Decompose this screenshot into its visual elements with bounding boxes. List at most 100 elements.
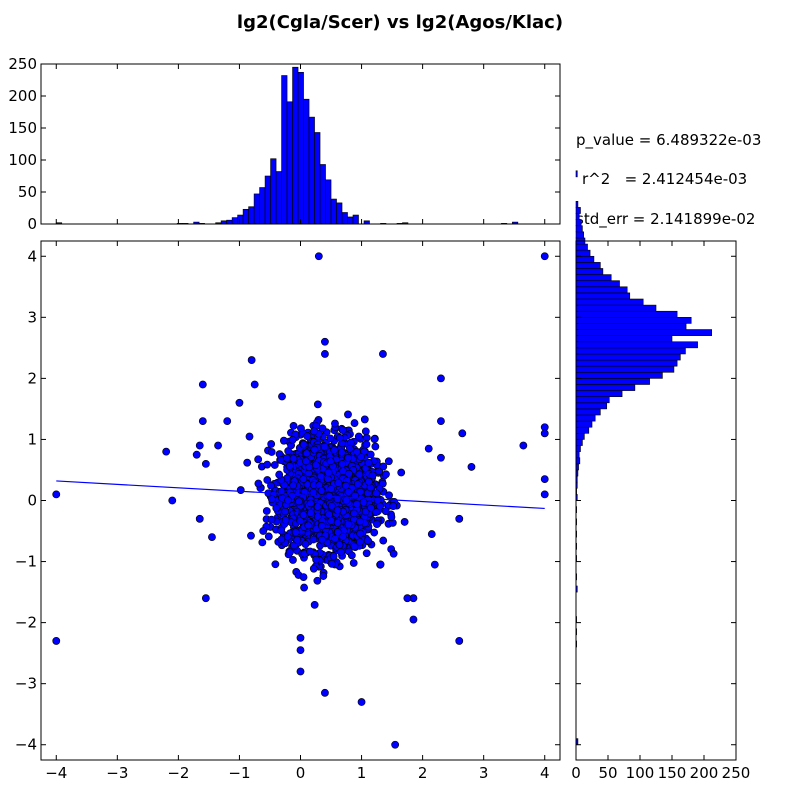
right-hist-bar	[575, 170, 578, 178]
top-hist-bar	[330, 198, 337, 225]
scatter-point	[286, 462, 294, 470]
right-hist-bar	[575, 262, 601, 269]
top-hist-y-tick-label: 0	[27, 215, 37, 233]
scatter-point	[372, 489, 381, 498]
scatter-point	[289, 421, 298, 430]
right-hist-bar	[575, 201, 579, 208]
scatter-point	[297, 424, 305, 433]
scatter-point	[346, 444, 354, 453]
scatter-point	[361, 507, 370, 516]
scatter-point	[292, 528, 300, 537]
scatter-point	[306, 508, 315, 517]
right-hist-bar	[575, 219, 582, 227]
scatter-point	[387, 513, 396, 521]
x-tick-label: −1	[228, 764, 250, 782]
scatter-point	[400, 518, 409, 526]
scatter-point	[437, 453, 445, 462]
scatter-point	[370, 528, 379, 537]
scatter-point	[327, 517, 336, 525]
scatter-point	[363, 536, 372, 545]
scatter-point	[368, 471, 377, 480]
scatter-point	[327, 559, 336, 568]
x-tick-label: 2	[418, 764, 428, 782]
scatter-point	[247, 356, 256, 364]
scatter-point	[263, 476, 272, 484]
scatter-point	[296, 633, 305, 642]
scatter-point	[250, 380, 259, 389]
top-hist-y-tick-label: 200	[8, 87, 37, 105]
right-hist-bar	[575, 347, 686, 355]
right-hist-x-tick-label: 0	[571, 764, 581, 782]
scatter-point	[373, 496, 382, 505]
scatter-point	[259, 527, 268, 535]
scatter-point	[361, 427, 370, 436]
scatter-point	[430, 560, 439, 569]
scatter-point	[168, 496, 177, 505]
scatter-point	[391, 740, 400, 749]
scatter-point	[360, 415, 369, 424]
scatter-point	[52, 490, 61, 499]
scatter-point	[325, 510, 333, 519]
scatter-point	[281, 507, 290, 516]
scatter-point	[321, 688, 329, 697]
scatter-point	[198, 417, 207, 426]
scatter-point	[267, 481, 275, 490]
right-hist-bar	[575, 390, 623, 397]
x-tick-label: −4	[45, 764, 67, 782]
scatter-point	[381, 507, 390, 516]
scatter-points	[52, 252, 549, 749]
scatter-point	[333, 506, 342, 515]
scatter-point	[321, 350, 329, 358]
scatter-point	[333, 495, 342, 504]
scatter-point	[323, 475, 332, 483]
scatter-point	[355, 470, 364, 479]
right-hist-bar	[575, 274, 612, 281]
scatter-point	[301, 540, 310, 548]
scatter-point	[370, 435, 379, 444]
scatter-point	[362, 549, 371, 558]
scatter-point	[519, 441, 528, 450]
top-hist-y-tick-label: 250	[8, 55, 37, 73]
std-err-text: std_err = 2.141899e-02	[576, 210, 755, 229]
scatter-point	[201, 459, 210, 468]
top-hist-bar	[341, 212, 348, 225]
scatter-point	[320, 442, 329, 451]
right-hist-bar	[575, 329, 712, 336]
scatter-point	[540, 252, 549, 261]
right-hist-bar	[575, 396, 610, 404]
scatter-point	[284, 496, 292, 505]
scatter-point	[321, 337, 329, 346]
top-hist-bar	[292, 66, 299, 225]
scatter-point	[302, 457, 310, 466]
scatter-point	[293, 535, 302, 544]
scatter-point	[356, 517, 364, 526]
top-hist-bar	[308, 116, 315, 225]
right-hist-bar	[575, 420, 593, 428]
scatter-point	[306, 499, 315, 508]
scatter-point	[309, 488, 318, 497]
scatter-point	[376, 560, 385, 569]
scatter-point	[324, 468, 333, 477]
right-hist-bar	[575, 408, 601, 416]
top-hist-y-tick-label: 50	[18, 183, 37, 201]
scatter-point	[296, 646, 305, 654]
scatter-point	[338, 460, 347, 468]
scatter-point	[247, 531, 255, 540]
scatter-point	[275, 470, 284, 479]
scatter-point	[364, 477, 373, 486]
top-hist-bar	[248, 206, 255, 225]
scatter-point	[317, 487, 326, 495]
scatter-point	[264, 532, 273, 541]
scatter-point	[270, 461, 279, 469]
scatter-point	[326, 457, 335, 466]
scatter-point	[366, 450, 375, 459]
scatter-point	[313, 576, 322, 585]
right-hist-bar	[575, 384, 636, 391]
scatter-point	[279, 436, 288, 445]
scatter-point	[540, 475, 549, 484]
top-hist-bar	[275, 171, 282, 225]
scatter-point	[304, 521, 313, 530]
scatter-point	[198, 380, 207, 389]
top-hist-bar	[325, 179, 332, 225]
